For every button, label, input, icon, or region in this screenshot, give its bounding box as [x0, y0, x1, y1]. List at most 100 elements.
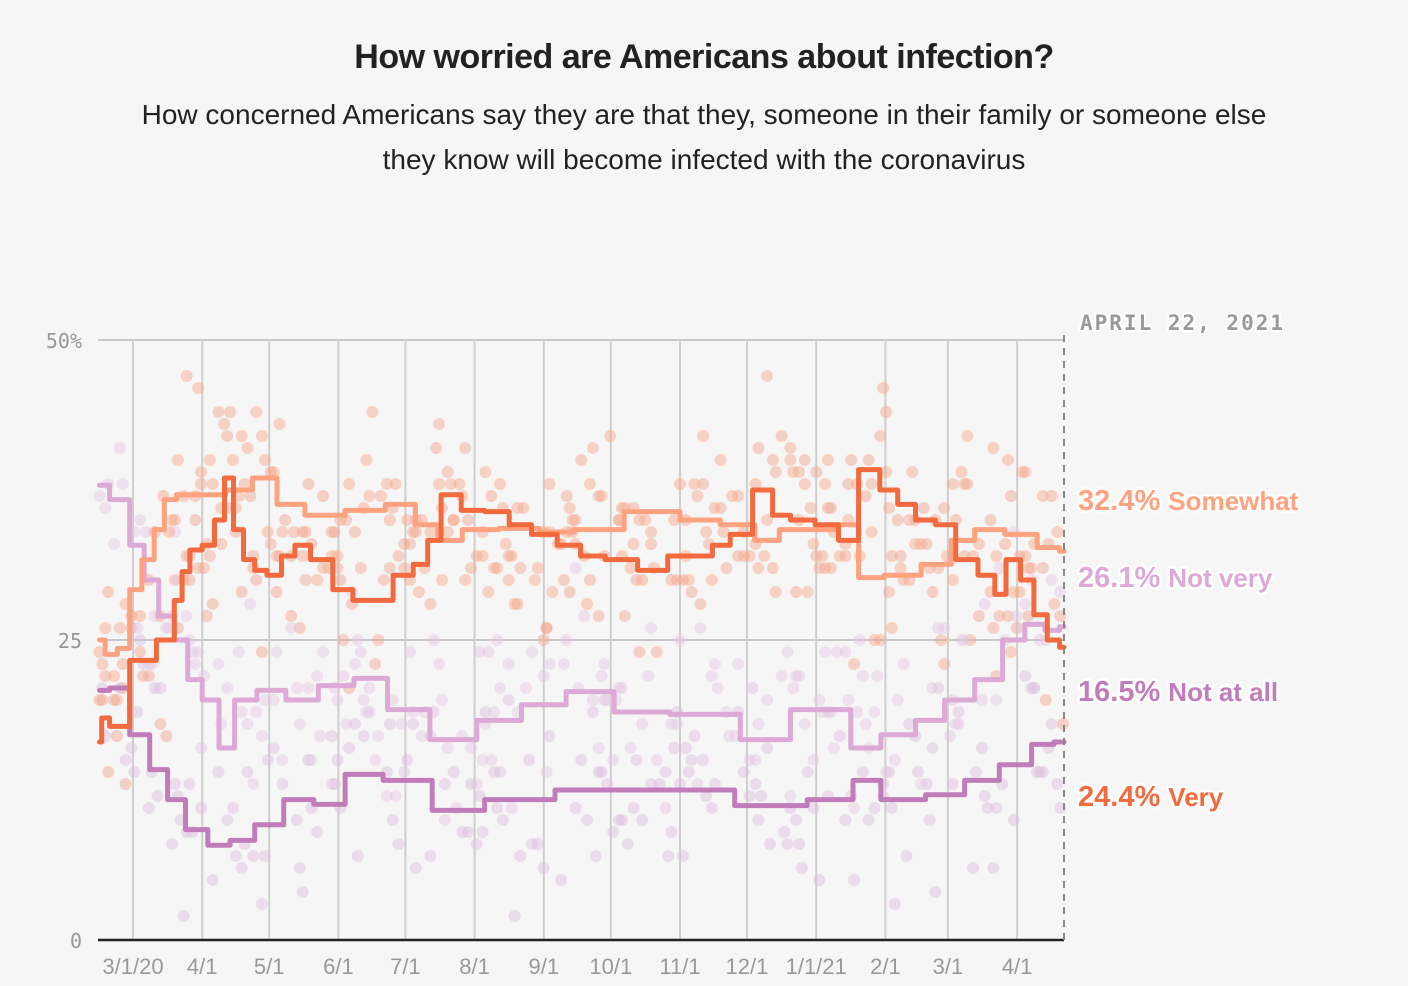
poll-dot: [160, 730, 173, 742]
x-tick-label: 12/1: [726, 954, 769, 979]
poll-dot: [694, 622, 707, 634]
poll-dot: [215, 538, 228, 550]
poll-dot: [479, 706, 492, 718]
poll-dot: [964, 634, 977, 646]
poll-dot: [981, 802, 994, 814]
poll-dot: [987, 622, 1000, 634]
poll-dot: [235, 862, 248, 874]
poll-dot: [433, 658, 446, 670]
poll-dot: [409, 862, 422, 874]
poll-dot: [668, 514, 681, 526]
poll-dot: [447, 514, 460, 526]
poll-dot: [520, 682, 533, 694]
poll-dot: [618, 610, 631, 622]
poll-dot: [238, 478, 251, 490]
poll-dot: [697, 478, 710, 490]
poll-dot: [798, 718, 811, 730]
poll-dot: [708, 502, 721, 514]
poll-dot: [479, 466, 492, 478]
poll-dot: [601, 694, 614, 706]
poll-dot: [917, 502, 930, 514]
poll-dot: [441, 466, 454, 478]
poll-dot: [885, 802, 898, 814]
poll-dot: [615, 814, 628, 826]
poll-dot: [372, 730, 385, 742]
poll-dot: [1019, 598, 1032, 610]
x-tick-label: 5/1: [254, 954, 285, 979]
poll-dot: [691, 778, 704, 790]
poll-dot: [1033, 634, 1046, 646]
poll-dot: [494, 478, 506, 490]
poll-dot: [894, 550, 907, 562]
poll-dot: [485, 754, 498, 766]
poll-dot: [775, 670, 788, 682]
poll-dot: [755, 790, 768, 802]
poll-dot: [972, 610, 985, 622]
poll-dot: [299, 574, 312, 586]
poll-dot: [700, 526, 713, 538]
poll-dot: [676, 574, 689, 586]
poll-dot: [511, 598, 524, 610]
poll-dot: [813, 874, 826, 886]
subtitle-line-2: they know will become infected with the …: [382, 144, 1026, 175]
poll-dot: [633, 646, 646, 658]
poll-dot: [636, 718, 649, 730]
poll-dot: [1036, 766, 1049, 778]
poll-dot: [438, 778, 451, 790]
poll-dot: [465, 562, 477, 574]
poll-dot: [784, 790, 797, 802]
end-label-percent: 16.5%: [1078, 676, 1168, 708]
poll-dot: [395, 718, 408, 730]
poll-dot: [189, 514, 202, 526]
poll-dot: [662, 850, 675, 862]
poll-dot: [923, 814, 936, 826]
poll-dot: [244, 598, 257, 610]
poll-dot: [383, 514, 396, 526]
poll-dot: [270, 646, 283, 658]
poll-dot: [229, 850, 242, 862]
end-label-name: Somewhat: [1168, 486, 1298, 516]
poll-dot: [569, 562, 582, 574]
poll-dot: [108, 694, 120, 706]
poll-dot: [296, 526, 309, 538]
poll-dot: [232, 646, 245, 658]
trend-line-somewhat: [97, 475, 1067, 657]
poll-dot: [807, 802, 820, 814]
poll-dot: [183, 574, 196, 586]
poll-dot: [752, 442, 765, 454]
poll-dot: [195, 802, 208, 814]
poll-dot: [987, 442, 1000, 454]
poll-dot: [822, 502, 834, 514]
poll-dot: [891, 514, 904, 526]
poll-dot: [302, 478, 315, 490]
poll-dot: [453, 478, 466, 490]
end-label-name: Not at all: [1168, 677, 1278, 707]
poll-dot: [488, 562, 501, 574]
poll-dot: [833, 730, 846, 742]
poll-dot: [398, 538, 411, 550]
poll-dot: [1051, 778, 1064, 790]
poll-dot: [360, 454, 373, 466]
poll-dot: [1010, 622, 1023, 634]
poll-dot: [348, 658, 361, 670]
poll-dot: [270, 586, 283, 598]
poll-dot: [96, 694, 109, 706]
y-tick-label: 0: [70, 929, 82, 953]
poll-dot: [99, 670, 112, 682]
poll-dot: [743, 790, 756, 802]
poll-dot: [778, 826, 791, 838]
poll-dot: [264, 466, 277, 478]
end-label-somewhat: 32.4% Somewhat: [1078, 485, 1299, 517]
poll-dot: [856, 670, 869, 682]
poll-dot: [363, 490, 376, 502]
trend-line-not-at-all: [97, 685, 1067, 848]
poll-dot: [798, 454, 811, 466]
poll-dot: [781, 646, 794, 658]
poll-dot: [589, 850, 602, 862]
poll-dot: [485, 490, 498, 502]
poll-dot: [790, 814, 803, 826]
poll-dot: [592, 610, 605, 622]
poll-dot: [705, 574, 718, 586]
poll-dot: [99, 622, 112, 634]
